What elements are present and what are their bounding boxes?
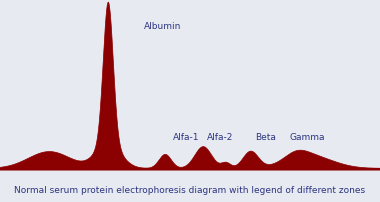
Text: Beta: Beta — [255, 132, 276, 141]
Text: Alfa-2: Alfa-2 — [207, 132, 233, 141]
Text: Albumin: Albumin — [144, 22, 182, 31]
Text: Normal serum protein electrophoresis diagram with legend of different zones: Normal serum protein electrophoresis dia… — [14, 185, 366, 194]
Text: Gamma: Gamma — [290, 132, 325, 141]
Text: Alfa-1: Alfa-1 — [173, 132, 200, 141]
